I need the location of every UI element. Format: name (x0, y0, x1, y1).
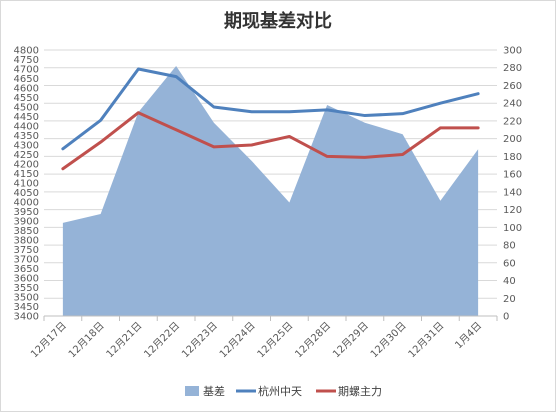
y-right-tick-label: 120 (503, 205, 522, 216)
y-left-tick-label: 4050 (14, 188, 39, 199)
chart-title: 期现基差对比 (224, 10, 332, 32)
line-layer (61, 67, 480, 171)
series-line (61, 67, 480, 151)
y-left-tick-label: 3850 (14, 226, 39, 237)
y-right-tick-label: 240 (503, 99, 522, 110)
y-left-tick-label: 3950 (14, 207, 39, 218)
legend-label: 基差 (203, 384, 225, 398)
y-right-tick-label: 160 (503, 170, 522, 181)
y-left-tick-label: 4300 (14, 141, 39, 152)
y-right-tick-label: 180 (503, 152, 522, 163)
legend-label: 杭州中天 (258, 384, 302, 398)
y-right-tick-label: 80 (503, 241, 516, 252)
y-left-tick-label: 4400 (14, 122, 39, 133)
y-left-tick-label: 4600 (14, 84, 39, 95)
legend-label: 期螺主力 (338, 385, 382, 398)
y-right-tick-label: 20 (503, 294, 516, 305)
y-left-tick-label: 3550 (14, 283, 39, 294)
y-left-tick-label: 4000 (14, 198, 39, 209)
y-left-tick-label: 3600 (14, 274, 39, 285)
legend-swatch (185, 386, 199, 396)
legend: 基差 杭州中天 期螺主力 (185, 384, 382, 398)
y-left-tick-label: 3450 (14, 302, 39, 313)
y-left-tick-label: 3500 (14, 293, 39, 304)
y-left-tick-label: 3650 (14, 264, 39, 275)
y-left-tick-label: 4100 (14, 179, 39, 190)
y-right-tick-label: 280 (503, 63, 522, 74)
y-right-tick-label: 60 (503, 258, 516, 269)
y-left-tick-label: 4250 (14, 150, 39, 161)
y-left-tick-label: 3900 (14, 217, 39, 228)
y-right-tick-label: 140 (503, 187, 522, 198)
y-left-tick-label: 4800 (14, 46, 39, 57)
y-right-tick-label: 260 (503, 81, 522, 92)
y-left-tick-label: 4750 (14, 55, 39, 66)
y-left-tick-label: 4450 (14, 112, 39, 123)
y-left-tick-label: 3750 (14, 245, 39, 256)
area-layer (62, 65, 479, 317)
y-left-tick-label: 4550 (14, 93, 39, 104)
y-left-tick-label: 4200 (14, 160, 39, 171)
y-left-tick-label: 4700 (14, 65, 39, 76)
y-right-tick-label: 0 (503, 312, 509, 323)
y-left-tick-label: 3800 (14, 236, 39, 247)
series-area-jicha (62, 65, 479, 317)
y-right-tick-label: 300 (503, 46, 522, 57)
y-left-tick-label: 4350 (14, 131, 39, 142)
y-left-tick-label: 3700 (14, 255, 39, 266)
y-right-tick-label: 220 (503, 116, 522, 127)
y-right-tick-label: 200 (503, 134, 522, 145)
series-line (61, 111, 480, 171)
y-left-tick-label: 4150 (14, 169, 39, 180)
y-right-tick-label: 40 (503, 276, 516, 287)
y-left-tick-label: 3400 (14, 312, 39, 323)
y-right-tick-label: 100 (503, 223, 522, 234)
y-left-tick-label: 4500 (14, 103, 39, 114)
y-left-tick-label: 4650 (14, 74, 39, 85)
